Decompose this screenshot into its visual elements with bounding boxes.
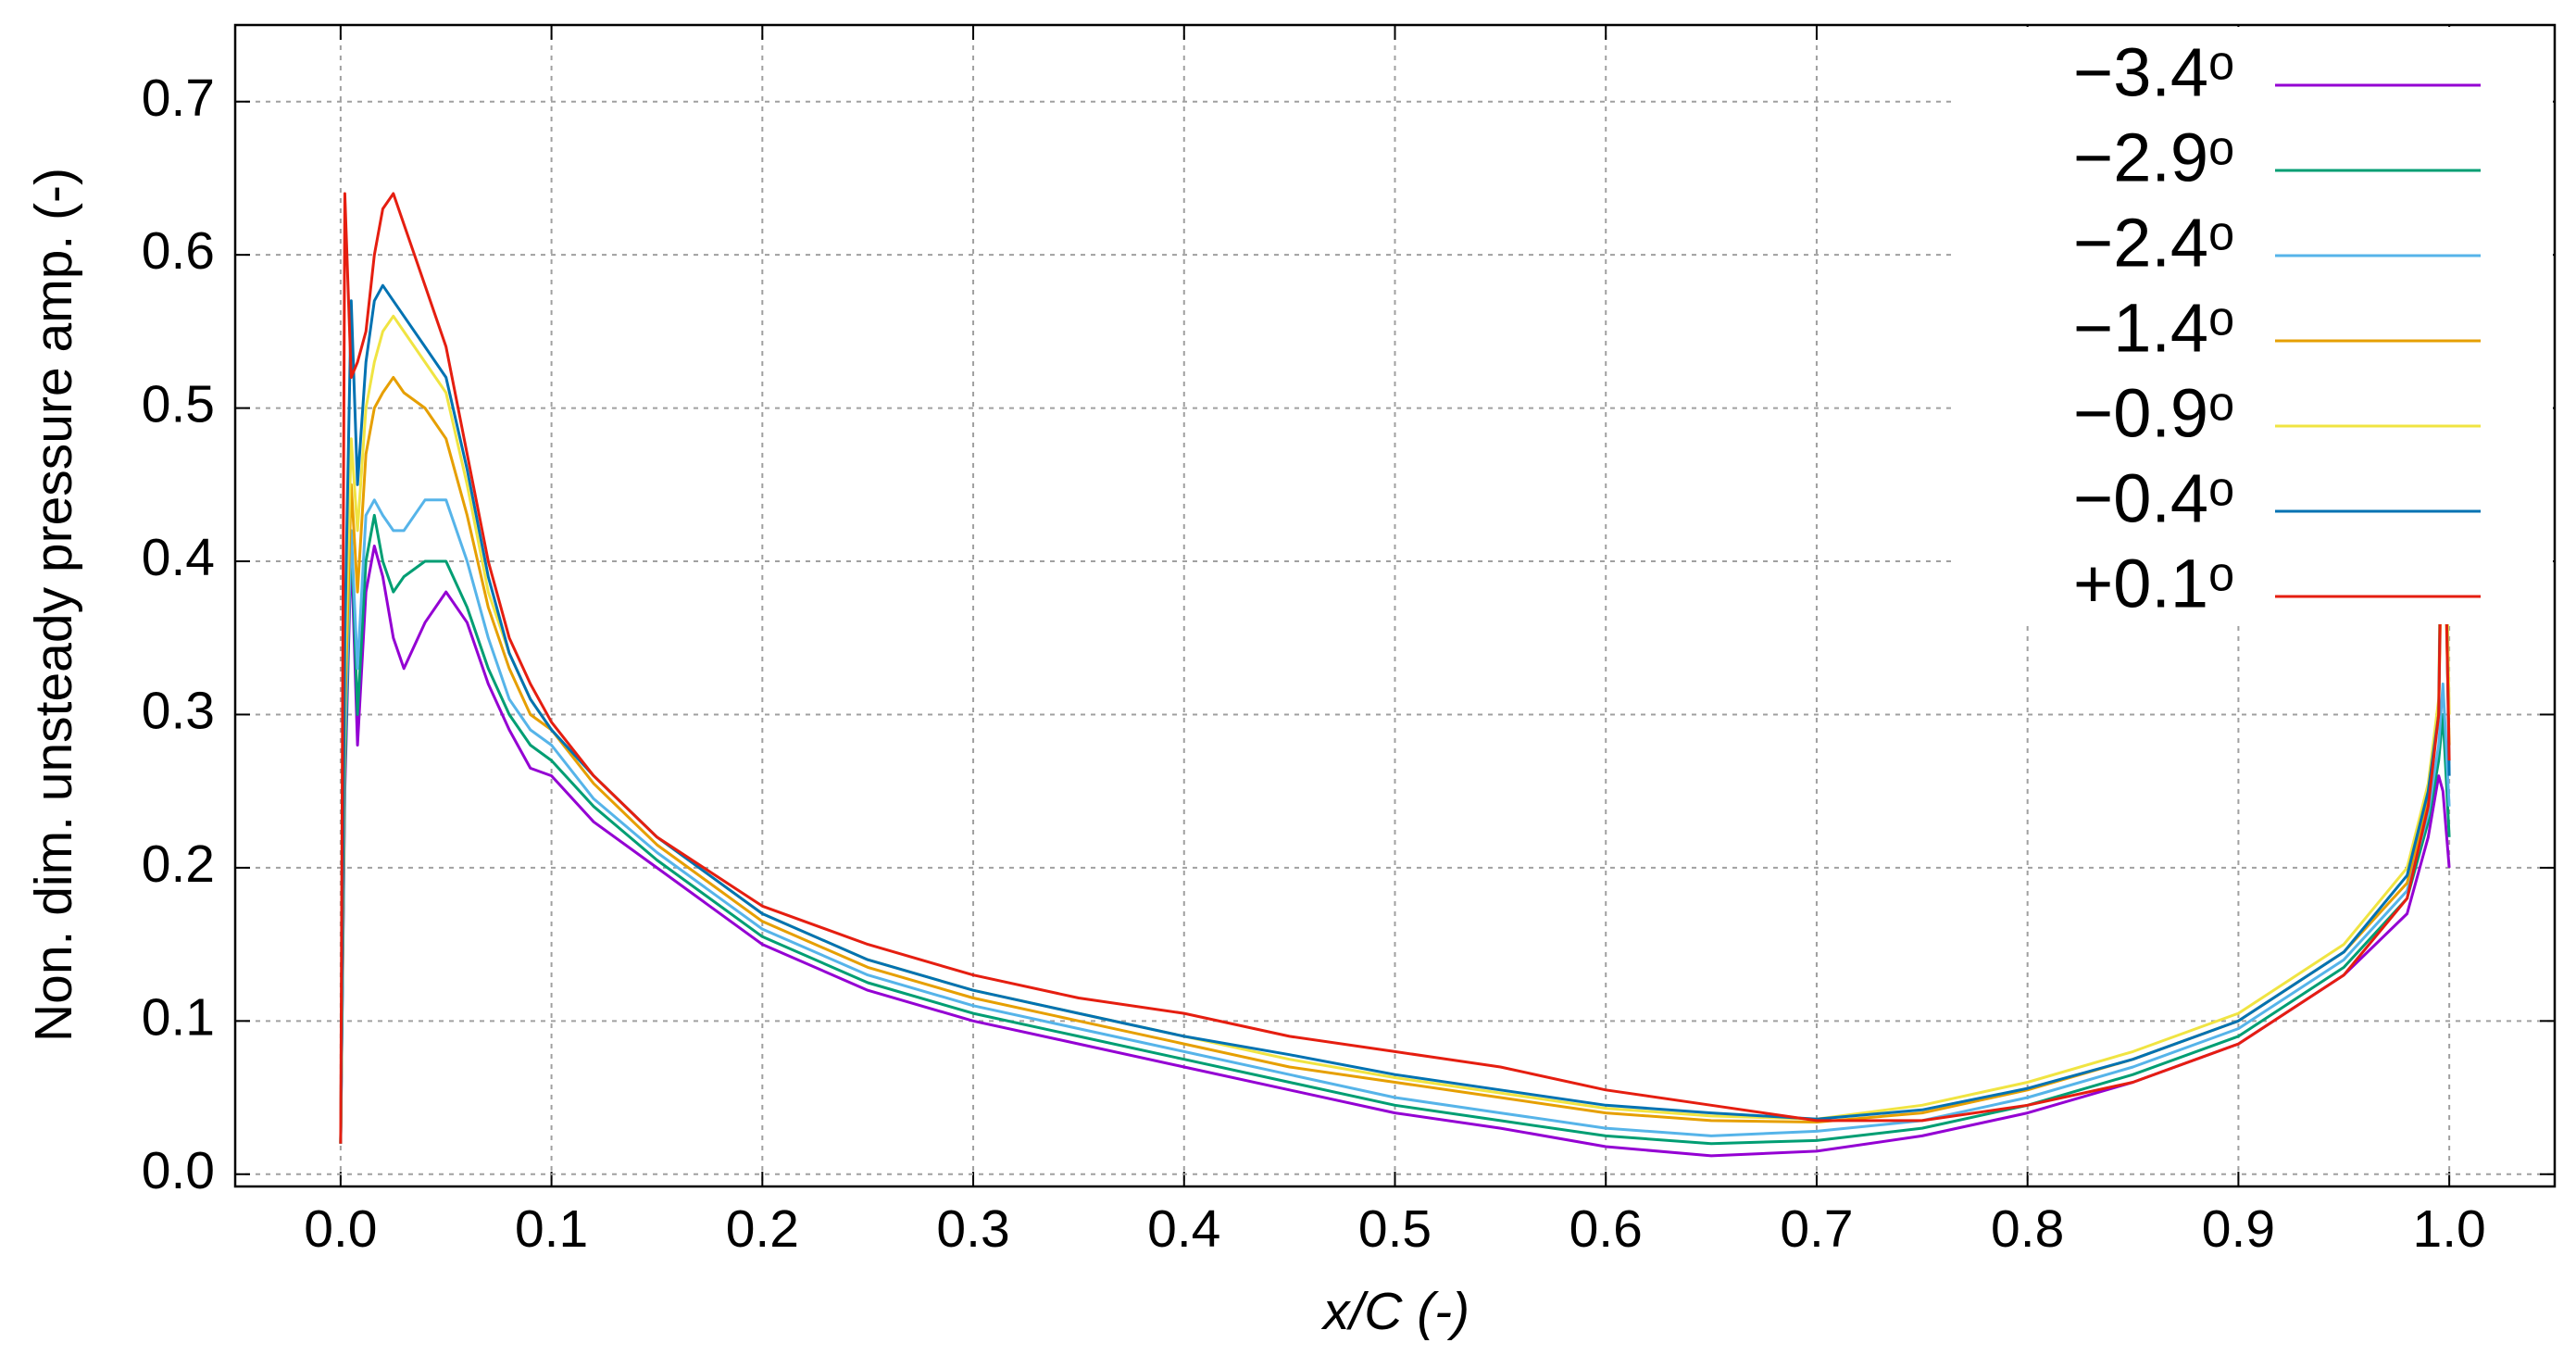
y-tick-label: 0.6 bbox=[142, 221, 215, 281]
x-tick-label: 0.5 bbox=[1358, 1199, 1432, 1259]
y-tick-label: 0.0 bbox=[142, 1141, 215, 1200]
x-tick-label: 0.1 bbox=[515, 1199, 588, 1259]
y-axis-label: Non. dim. unsteady pressure amp. (-) bbox=[24, 168, 83, 1042]
y-tick-label: 0.5 bbox=[142, 375, 215, 434]
y-tick-label: 0.3 bbox=[142, 682, 215, 741]
legend-label: −2.9ᵒ bbox=[2073, 119, 2234, 196]
x-axis-label: x/C (-) bbox=[1320, 1282, 1469, 1341]
legend-label: −0.9ᵒ bbox=[2073, 375, 2234, 452]
x-tick-label: 0.9 bbox=[2202, 1199, 2275, 1259]
legend-label: +0.1ᵒ bbox=[2073, 546, 2234, 622]
x-tick-label: 0.2 bbox=[726, 1199, 799, 1259]
series-line bbox=[339, 513, 2451, 1146]
x-tick-label: 1.0 bbox=[2413, 1199, 2486, 1259]
y-tick-label: 0.4 bbox=[142, 528, 215, 587]
legend-label: −1.4ᵒ bbox=[2073, 290, 2234, 367]
series-line bbox=[339, 192, 2451, 1144]
legend-label: −0.4ᵒ bbox=[2073, 460, 2234, 537]
legend-background bbox=[1955, 27, 2553, 624]
x-tick-label: 0.7 bbox=[1780, 1199, 1853, 1259]
x-tick-label: 0.4 bbox=[1147, 1199, 1220, 1259]
legend-label: −3.4ᵒ bbox=[2073, 34, 2234, 111]
x-tick-label: 0.0 bbox=[304, 1199, 377, 1259]
series-line bbox=[339, 498, 2451, 1144]
y-tick-label: 0.1 bbox=[142, 987, 215, 1047]
y-tick-label: 0.7 bbox=[142, 69, 215, 128]
plot-frame bbox=[233, 23, 2557, 1188]
legend-label: −2.4ᵒ bbox=[2073, 205, 2234, 282]
x-tick-label: 0.6 bbox=[1569, 1199, 1643, 1259]
x-tick-label: 0.3 bbox=[936, 1199, 1009, 1259]
x-tick-label: 0.8 bbox=[1991, 1199, 2064, 1259]
series-line bbox=[339, 283, 2451, 1144]
y-tick-label: 0.2 bbox=[142, 835, 215, 894]
